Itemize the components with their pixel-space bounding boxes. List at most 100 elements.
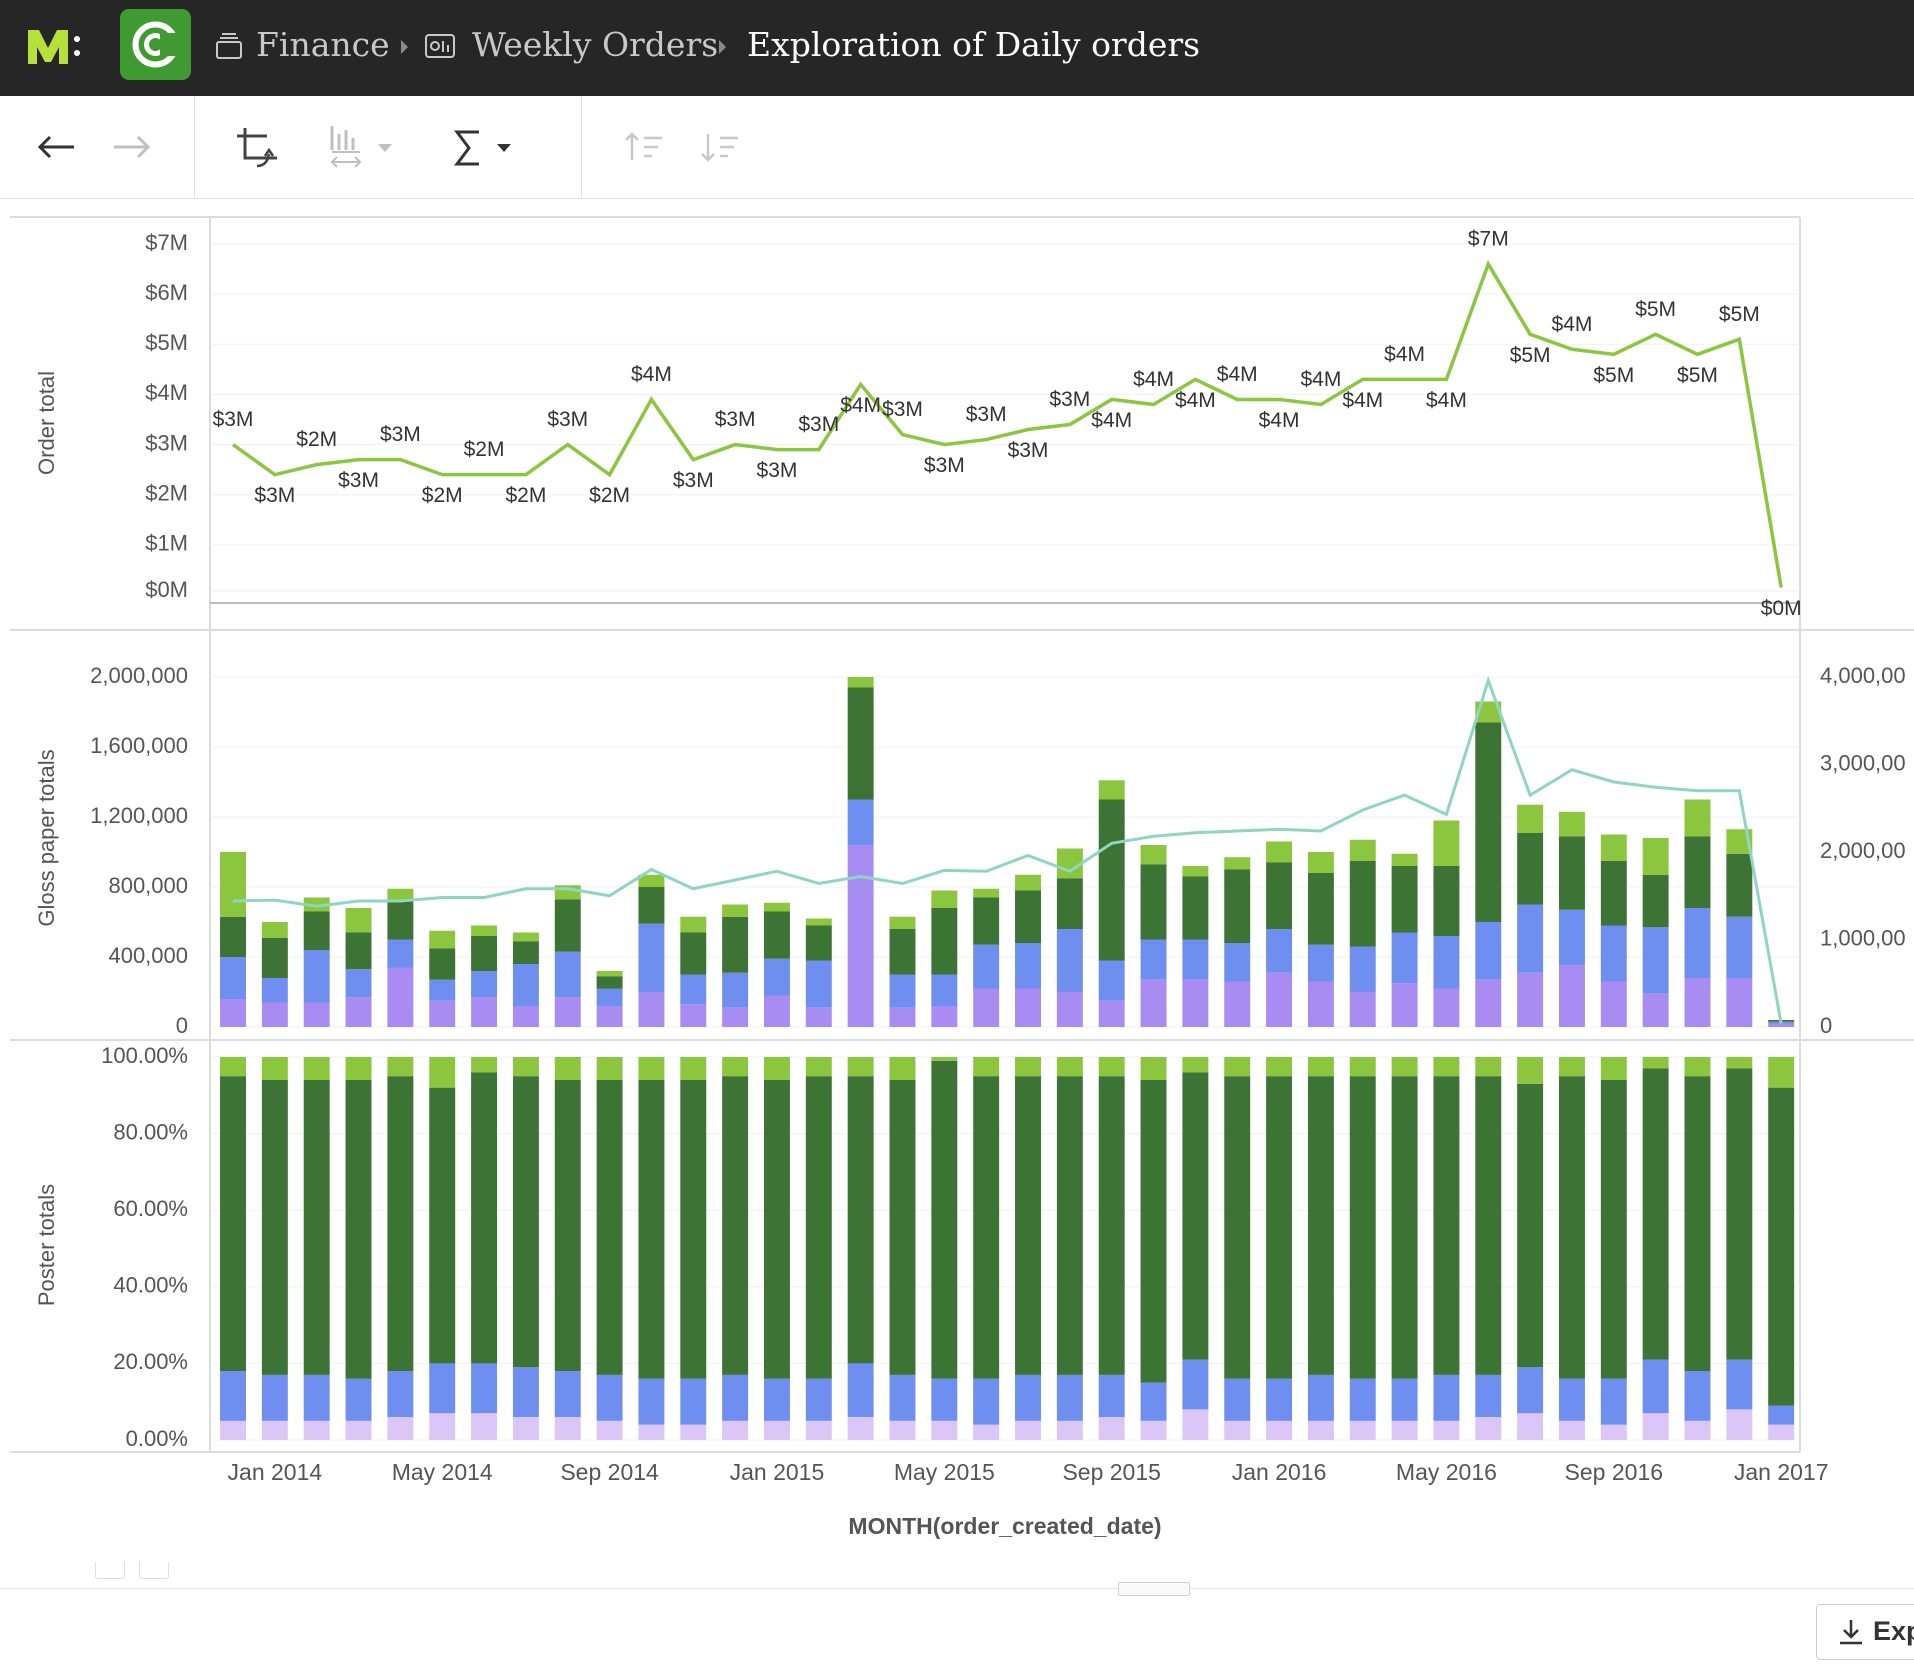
poster-bar-segment — [1768, 1424, 1795, 1440]
gloss-bar-segment — [345, 908, 372, 933]
poster-bar-segment — [889, 1374, 916, 1421]
poster-bar-segment — [1224, 1420, 1251, 1440]
poster-bar-segment — [1266, 1420, 1293, 1440]
sort-ascending-button[interactable] — [624, 130, 666, 164]
gloss-bar-segment — [1558, 836, 1585, 910]
poster-bar-segment — [973, 1057, 1000, 1077]
poster-bar-segment — [1684, 1371, 1711, 1421]
gloss-bar-segment — [220, 852, 246, 917]
poster-bar-segment — [1349, 1420, 1376, 1440]
poster-bar-segment — [1140, 1079, 1167, 1383]
poster-bar-segment — [387, 1076, 414, 1372]
pane-tab[interactable] — [139, 1562, 169, 1579]
poster-bar-segment — [763, 1057, 790, 1080]
data-label: $3M — [924, 454, 965, 477]
poster-bar-segment — [1558, 1057, 1585, 1077]
data-label: $5M — [1677, 364, 1718, 387]
poster-bar-segment — [680, 1079, 707, 1379]
chart-size-button[interactable] — [328, 122, 398, 172]
gloss-bar-segment — [596, 1006, 623, 1027]
poster-bar-segment — [512, 1076, 539, 1368]
data-label: $4M — [1259, 409, 1300, 432]
poster-bar-segment — [1224, 1076, 1251, 1379]
gloss-bar-segment — [638, 992, 665, 1027]
gloss-bar-segment — [1475, 701, 1502, 723]
poster-bar-segment — [261, 1420, 288, 1440]
poster-bar-segment — [847, 1057, 874, 1077]
poster-bar-segment — [429, 1087, 456, 1364]
gloss-bar-segment — [805, 925, 832, 961]
gloss-bar-segment — [973, 988, 1000, 1027]
app-logo-icon[interactable] — [26, 22, 86, 72]
gloss-bar-segment — [763, 902, 790, 912]
data-label: $4M — [1217, 363, 1258, 386]
redo-button[interactable] — [110, 132, 152, 162]
gloss-bar-segment — [303, 950, 330, 1003]
x-tick-label: Jan 2014 — [228, 1459, 323, 1485]
gloss-bar-segment — [1015, 943, 1041, 989]
chart-toolbar — [0, 96, 1914, 199]
data-label: $4M — [1552, 313, 1593, 336]
poster-bar-segment — [1433, 1057, 1460, 1077]
gloss-bar-segment — [1517, 804, 1544, 833]
poster-bar-segment — [1517, 1083, 1544, 1368]
breadcrumb-weekly-orders[interactable]: Weekly Orders — [472, 25, 719, 64]
gloss-bar-segment — [931, 890, 958, 908]
poster-bar-segment — [554, 1371, 581, 1418]
y-tick-label: 0.00% — [126, 1426, 188, 1451]
x-tick-label: Jan 2017 — [1734, 1459, 1829, 1485]
data-label: $4M — [1091, 409, 1132, 432]
y2-tick-label: 2,000,00 — [1820, 838, 1906, 863]
aggregate-button[interactable] — [453, 128, 519, 168]
gloss-bar-segment — [1307, 981, 1334, 1027]
data-label: $2M — [422, 484, 463, 507]
data-label: $0M — [1761, 597, 1802, 620]
poster-bar-segment — [1558, 1076, 1585, 1379]
gloss-bar-segment — [345, 997, 372, 1027]
gloss-bar-segment — [847, 677, 874, 688]
gloss-bar-segment — [596, 976, 623, 989]
gloss-bar-segment — [1684, 978, 1711, 1027]
export-button[interactable]: Exp — [1816, 1604, 1914, 1660]
gloss-bar-segment — [1307, 873, 1334, 945]
poster-bar-segment — [261, 1079, 288, 1375]
y-tick-label: $3M — [145, 430, 188, 455]
poster-bar-segment — [387, 1371, 414, 1418]
poster-bar-segment — [1182, 1057, 1209, 1073]
y-tick-label: $7M — [145, 230, 188, 255]
sort-descending-button[interactable] — [700, 130, 742, 164]
resize-handle[interactable] — [1118, 1582, 1190, 1596]
pane-tab[interactable] — [95, 1562, 125, 1579]
swap-axes-button[interactable] — [235, 126, 279, 170]
gloss-bar-segment — [1517, 904, 1544, 973]
order-total-line — [231, 259, 1783, 588]
gloss-bar-segment — [1642, 838, 1669, 875]
gloss-bar-segment — [1726, 916, 1753, 978]
gloss-bar-segment — [1517, 972, 1544, 1027]
undo-button[interactable] — [36, 132, 78, 162]
gloss-bar-segment — [512, 932, 539, 942]
total-trend-line — [232, 675, 1783, 1024]
poster-bar-segment — [1433, 1076, 1460, 1375]
poster-bar-segment — [1015, 1420, 1041, 1440]
poster-bar-segment — [889, 1420, 916, 1440]
poster-bar-segment — [722, 1374, 749, 1421]
poster-bar-segment — [554, 1079, 581, 1372]
gloss-bar-segment — [680, 974, 707, 1005]
gloss-bar-segment — [1307, 944, 1334, 982]
data-label: $7M — [1468, 228, 1509, 251]
data-label: $3M — [966, 403, 1007, 426]
poster-bar-segment — [596, 1057, 623, 1080]
gloss-bar-segment — [1642, 993, 1669, 1027]
gloss-bar-segment — [1475, 922, 1502, 980]
data-label: $4M — [1133, 368, 1174, 391]
gloss-bar-segment — [429, 1000, 456, 1027]
breadcrumb-finance[interactable]: Finance — [256, 25, 390, 64]
x-tick-label: Sep 2015 — [1062, 1459, 1160, 1485]
workbook-app-icon[interactable] — [120, 9, 191, 80]
gloss-bar-segment — [638, 923, 665, 992]
gloss-bar-segment — [847, 845, 874, 1027]
gloss-bar-segment — [261, 922, 288, 938]
poster-bar-segment — [261, 1057, 288, 1080]
